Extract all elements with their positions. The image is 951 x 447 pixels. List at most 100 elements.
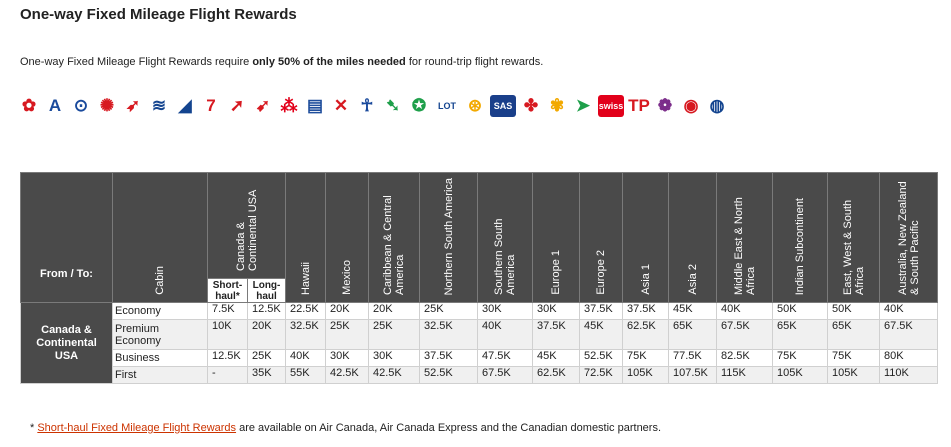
table-row: Premium Economy 10K 20K 32.5K 25K 25K 32.5K 40K… (21, 319, 938, 350)
miles-cell: 105K (622, 366, 669, 384)
miles-cell: 115K (716, 366, 773, 384)
miles-cell: 20K (368, 302, 420, 320)
miles-cell: 45K (668, 302, 717, 320)
air-india-logo: ➶ (122, 95, 144, 117)
miles-cell: 12.5K (207, 349, 248, 367)
miles-cell: 25K (247, 349, 286, 367)
miles-cell: 40K (285, 349, 326, 367)
miles-cell: 25K (419, 302, 478, 320)
dest-header: Asia 1 (622, 172, 669, 303)
air-canada-logo: ✿ (18, 95, 40, 117)
dest-header: Europe 1 (532, 172, 580, 303)
copa-logo: ▤ (304, 95, 326, 117)
short-haul-header: Short-haul* (207, 278, 248, 303)
miles-cell: 7.5K (207, 302, 248, 320)
miles-cell: 45K (532, 349, 580, 367)
dest-header: Asia 2 (668, 172, 717, 303)
subheader-row: Short-haul* Long-haul (21, 278, 938, 303)
miles-cell: 110K (879, 366, 938, 384)
intro-text: One-way Fixed Mileage Flight Rewards req… (20, 56, 543, 68)
miles-cell: 105K (772, 366, 828, 384)
footnote-star: * (30, 422, 38, 434)
dest-header: Caribbean & Central America (368, 172, 420, 303)
miles-cell: 30K (477, 302, 533, 320)
turkish-logo: ◉ (680, 95, 702, 117)
partner-logos: ✿ A ⊙ ✺ ➶ ≋ ◢ 7 ➚ ➹ ⁂ ▤ ✕ ☥ ➷ ✪ LOT ⊛ SAS ✤ ✾ ➤ swiss TP ❁ ◉ ◍ (18, 94, 728, 118)
miles-cell: 32.5K (419, 319, 478, 350)
miles-cell: 40K (477, 319, 533, 350)
cabin-header: Cabin (112, 172, 208, 303)
miles-cell: 37.5K (579, 302, 623, 320)
all-nippon-logo: ≋ (148, 95, 170, 117)
miles-cell: 25K (325, 319, 369, 350)
table-row: Canada & Continental USA Economy 7.5K 12.5K… (20, 302, 938, 384)
dest-header: Mexico (325, 172, 369, 303)
miles-cell: 75K (827, 349, 880, 367)
thai-logo: ❁ (654, 95, 676, 117)
miles-cell: 65K (772, 319, 828, 350)
egyptair-logo: ☥ (356, 95, 378, 117)
dest-header: Indian Subcontinent (772, 172, 828, 303)
brussels-logo: ⁂ (278, 95, 300, 117)
miles-cell: 20K (247, 319, 286, 350)
miles-cell: 77.5K (668, 349, 717, 367)
asiana-logo: 7 (200, 95, 222, 117)
table-row: First -35K 55K 42.5K 42.5K 52.5K 67.5K 62.5K 72.… (21, 366, 938, 384)
miles-cell: 67.5K (477, 366, 533, 384)
cabin-cell: Business (112, 349, 208, 367)
miles-cell: 45K (579, 319, 623, 350)
dest-header: Australia, New Zealand & South Pacific (879, 172, 938, 303)
austrian-logo: ➚ (226, 95, 248, 117)
rewards-table-wrap: From / To: Cabin Canada & Continental US… (20, 172, 951, 384)
miles-cell: 30K (325, 349, 369, 367)
miles-cell: 25K (368, 319, 420, 350)
footnote: * Short-haul Fixed Mileage Flight Reward… (30, 422, 661, 434)
long-haul-header: Long-haul (247, 278, 286, 303)
miles-cell: 50K (772, 302, 828, 320)
lot-logo: LOT (434, 95, 460, 117)
miles-cell: 67.5K (716, 319, 773, 350)
cabin-cell: Economy (112, 302, 208, 320)
miles-cell: 20K (325, 302, 369, 320)
miles-cell: 67.5K (879, 319, 938, 350)
croatia-logo: ✕ (330, 95, 352, 117)
ethiopian-logo: ➷ (382, 95, 404, 117)
miles-cell: 42.5K (368, 366, 420, 384)
miles-cell: 65K (827, 319, 880, 350)
sas-logo: SAS (490, 95, 516, 117)
miles-cell: 75K (772, 349, 828, 367)
miles-cell: 52.5K (419, 366, 478, 384)
avianca-logo: ➹ (252, 95, 274, 117)
tap-logo: TP (628, 95, 650, 117)
short-haul-link[interactable]: Short-haul Fixed Mileage Flight Rewards (37, 422, 237, 434)
miles-cell: 30K (532, 302, 580, 320)
miles-cell: 107.5K (668, 366, 717, 384)
dest-header: Middle East & North Africa (716, 172, 773, 303)
miles-cell: 42.5K (325, 366, 369, 384)
air-china-logo: ✺ (96, 95, 118, 117)
miles-cell: - (207, 366, 248, 384)
miles-cell: 65K (668, 319, 717, 350)
miles-cell: 47.5K (477, 349, 533, 367)
intro-after: for round-trip flight rewards. (405, 56, 544, 68)
miles-cell: 37.5K (622, 302, 669, 320)
aegean-logo: A (44, 95, 66, 117)
rewards-table: From / To: Cabin Canada & Continental US… (20, 172, 938, 384)
page-title: One-way Fixed Mileage Flight Rewards (20, 6, 297, 23)
miles-cell: 12.5K (247, 302, 286, 320)
miles-cell: 55K (285, 366, 326, 384)
dest-header: East, West & South Africa (827, 172, 880, 303)
dest-header: Northern South America (419, 172, 478, 303)
miles-cell: 22.5K (285, 302, 326, 320)
miles-cell: 72.5K (579, 366, 623, 384)
united-logo: ◍ (706, 95, 728, 117)
canada-header: Canada & Continental USA (207, 172, 286, 279)
miles-cell: 30K (368, 349, 420, 367)
miles-cell: 62.5K (532, 366, 580, 384)
ana-logo: ◢ (174, 95, 196, 117)
miles-cell: 40K (879, 302, 938, 320)
miles-cell: 62.5K (622, 319, 669, 350)
dest-header: Southern South America (477, 172, 533, 303)
intro-before: One-way Fixed Mileage Flight Rewards req… (20, 56, 253, 68)
south-african-logo: ➤ (572, 95, 594, 117)
